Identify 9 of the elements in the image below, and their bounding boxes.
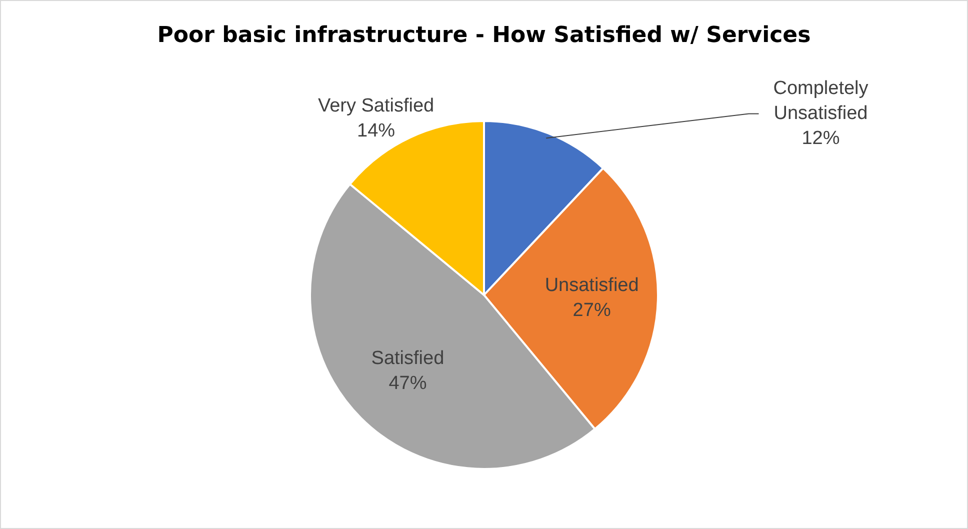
data-label: 27%	[572, 300, 611, 322]
chart-title: Poor basic infrastructure - How Satisfied w/ Services	[156, 23, 812, 48]
slice-label: Very Satisfied	[318, 95, 434, 116]
data-label: 47%	[388, 373, 427, 394]
slice-label: Satisfied	[371, 348, 444, 370]
slice-label: Completely Unsatisfied	[773, 78, 869, 124]
data-label: 14%	[357, 120, 396, 142]
slice-label: Unsatisfied	[544, 275, 639, 296]
data-label: 12%	[802, 128, 840, 150]
